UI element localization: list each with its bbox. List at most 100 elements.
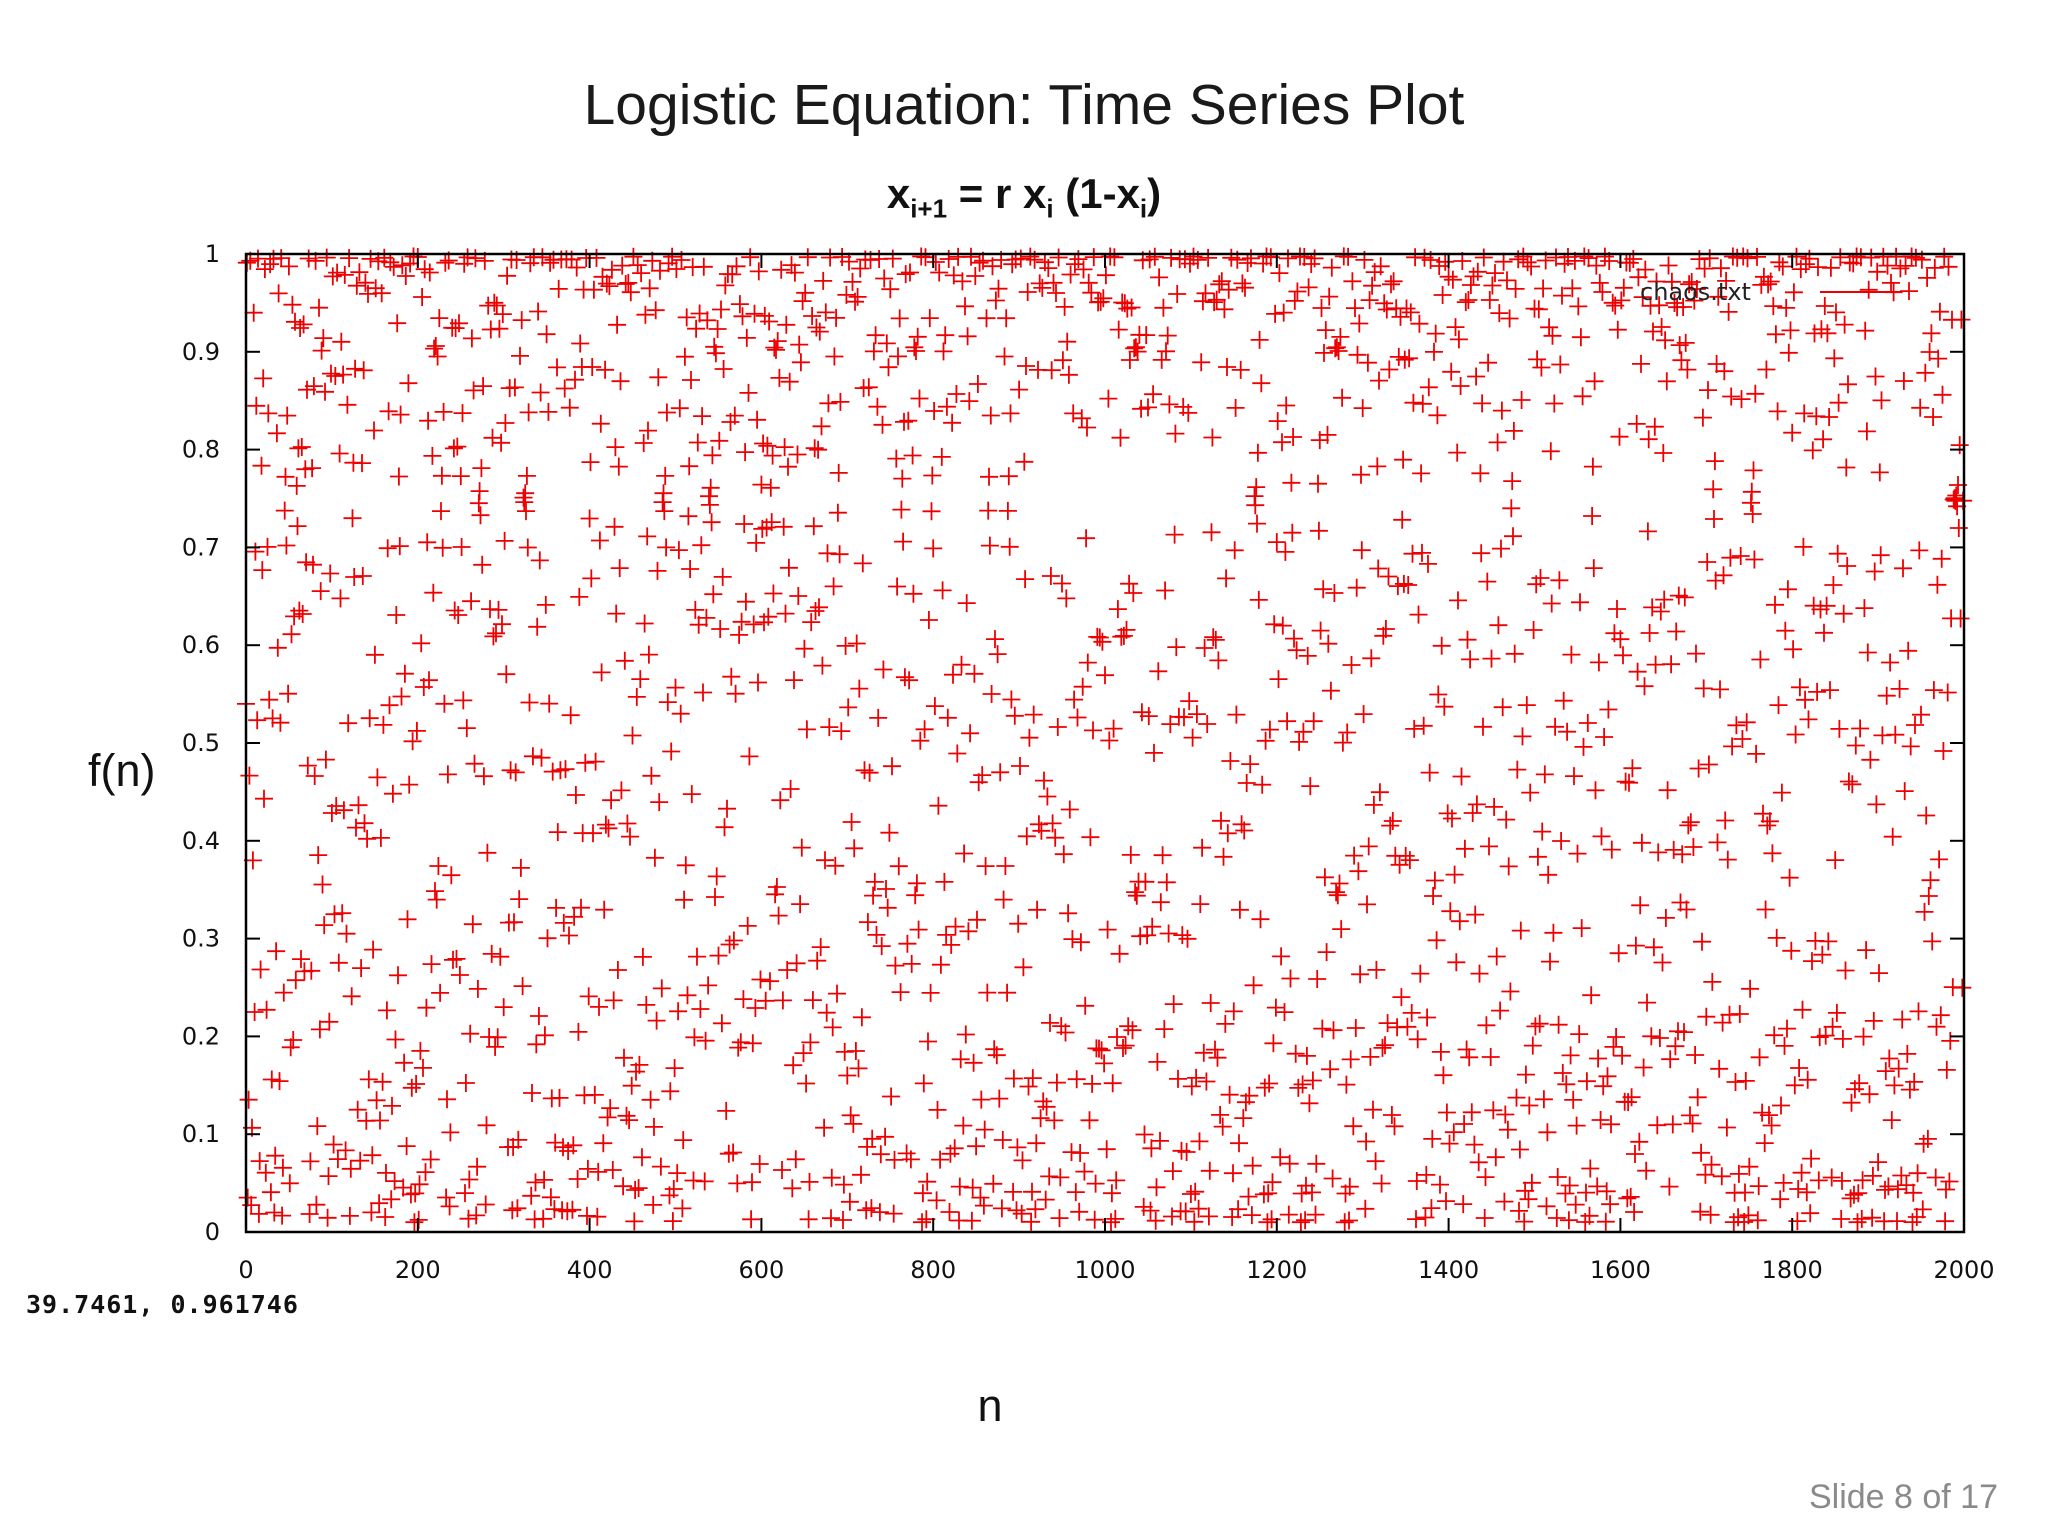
data-point xyxy=(1462,1103,1481,1122)
data-point xyxy=(1158,326,1177,345)
data-point xyxy=(1475,1209,1494,1227)
x-tick-label: 0 xyxy=(238,1256,253,1284)
data-point xyxy=(1470,964,1489,983)
data-point xyxy=(1102,1184,1121,1203)
data-point xyxy=(612,781,631,800)
data-point xyxy=(425,339,444,358)
data-point xyxy=(1364,1100,1382,1119)
data-point xyxy=(563,1200,582,1219)
data-point xyxy=(1465,1135,1484,1154)
data-point xyxy=(1437,1192,1455,1211)
data-point xyxy=(894,532,913,551)
data-point xyxy=(1225,541,1244,560)
x-tick-label: 800 xyxy=(910,1256,956,1284)
data-point xyxy=(498,266,517,285)
data-point xyxy=(1423,1129,1442,1148)
data-point xyxy=(1537,1197,1556,1216)
data-point xyxy=(1347,578,1366,597)
data-point xyxy=(1876,1062,1895,1081)
data-point xyxy=(1726,1073,1745,1091)
data-point xyxy=(1508,760,1527,779)
data-point xyxy=(725,406,744,425)
data-point xyxy=(932,447,951,466)
data-point xyxy=(1312,299,1331,317)
data-point xyxy=(1646,655,1665,674)
data-point xyxy=(1895,782,1914,801)
data-point xyxy=(560,398,579,417)
data-point xyxy=(1650,296,1669,315)
data-point xyxy=(1412,464,1431,483)
data-point xyxy=(1660,1177,1679,1196)
data-point xyxy=(1243,1156,1262,1175)
data-point xyxy=(444,439,463,458)
data-point xyxy=(1706,571,1725,590)
data-point xyxy=(815,1118,834,1137)
data-point xyxy=(1534,279,1553,298)
data-point xyxy=(1325,584,1344,602)
data-point xyxy=(1640,624,1659,642)
data-point xyxy=(1893,1010,1912,1029)
data-point xyxy=(1340,1177,1359,1196)
data-point xyxy=(781,780,800,798)
data-point xyxy=(1094,289,1113,308)
data-point xyxy=(1396,846,1415,865)
data-point xyxy=(1552,832,1571,850)
data-point xyxy=(1922,324,1941,343)
data-point xyxy=(1865,562,1884,581)
data-point xyxy=(680,457,699,476)
data-point xyxy=(482,944,501,963)
data-point xyxy=(1937,1180,1955,1199)
data-point xyxy=(1352,541,1371,560)
data-point xyxy=(539,402,558,421)
data-point xyxy=(1065,690,1084,709)
data-point xyxy=(1529,300,1548,319)
data-point xyxy=(986,291,1005,310)
data-point xyxy=(1298,646,1317,665)
data-point xyxy=(1767,928,1786,947)
data-point xyxy=(1653,953,1672,972)
data-point xyxy=(579,987,598,1006)
data-point xyxy=(797,720,816,739)
data-point xyxy=(1014,958,1033,977)
data-point xyxy=(1191,895,1210,914)
data-point xyxy=(1579,249,1598,268)
data-point xyxy=(1283,523,1302,542)
data-point xyxy=(686,600,705,619)
data-point xyxy=(1951,609,1970,628)
data-point xyxy=(621,827,639,846)
data-point xyxy=(478,843,497,862)
data-point xyxy=(1461,276,1480,294)
data-point xyxy=(551,761,570,780)
data-point xyxy=(1835,315,1854,334)
data-point xyxy=(356,273,375,292)
data-point xyxy=(382,1190,401,1209)
data-point xyxy=(608,961,627,979)
data-point xyxy=(1864,1011,1883,1030)
data-point xyxy=(1315,868,1334,887)
data-point xyxy=(1533,822,1552,841)
data-point xyxy=(779,558,798,577)
data-point xyxy=(1473,394,1492,413)
data-point xyxy=(1193,838,1212,857)
data-point xyxy=(292,438,311,456)
data-point xyxy=(1683,1114,1702,1133)
data-point xyxy=(537,325,556,344)
data-point xyxy=(441,1123,460,1142)
data-point xyxy=(1321,1060,1340,1079)
data-point xyxy=(1571,328,1590,347)
data-point xyxy=(791,353,810,372)
data-point xyxy=(513,977,532,996)
data-point xyxy=(1075,1162,1094,1181)
data-point xyxy=(956,297,974,316)
data-point xyxy=(746,999,765,1017)
data-point xyxy=(865,872,884,891)
data-point xyxy=(323,267,342,286)
data-point xyxy=(1120,574,1139,593)
data-point xyxy=(747,533,766,552)
data-point xyxy=(426,882,444,901)
data-point xyxy=(905,338,924,357)
data-point xyxy=(1116,1036,1135,1055)
data-point xyxy=(1940,1172,1959,1191)
data-point xyxy=(698,311,717,330)
data-point xyxy=(1124,584,1143,602)
